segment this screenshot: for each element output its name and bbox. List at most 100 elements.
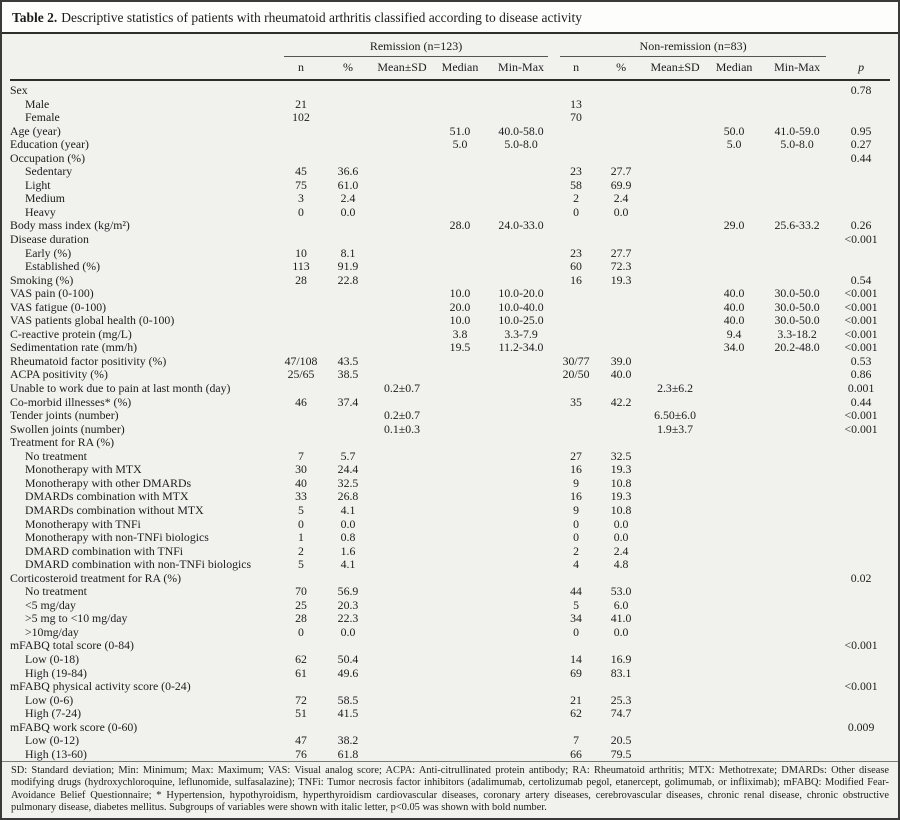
cell-value: 0.0 — [340, 625, 356, 639]
cell-value: 32.5 — [337, 476, 359, 490]
table-row: Heavy 0 0.0 0 0.0 — [10, 206, 890, 220]
cell-value — [706, 734, 762, 748]
cell-value: 50.4 — [337, 652, 359, 666]
cell-value — [372, 490, 432, 504]
row-label: mFABQ total score (0-84) — [10, 639, 134, 653]
cell-value: 61.8 — [337, 747, 359, 761]
p-value — [832, 111, 890, 125]
cell-value — [372, 667, 432, 681]
cell-value — [644, 260, 706, 274]
cell-value — [324, 125, 372, 139]
cell-value — [762, 382, 832, 396]
cell-value — [598, 721, 644, 735]
cell-value — [762, 111, 832, 125]
p-value: <0.001 — [844, 233, 878, 247]
cell-value: 32.5 — [610, 449, 632, 463]
cell-value — [278, 80, 324, 98]
cell-value — [432, 368, 488, 382]
cell-value — [762, 734, 832, 748]
cell-value — [644, 165, 706, 179]
cell-value: 20.2-48.0 — [774, 341, 820, 355]
cell-value: 0.0 — [613, 531, 629, 545]
cell-value — [278, 721, 324, 735]
cell-value — [432, 274, 488, 288]
row-label: Unable to work due to pain at last month… — [10, 382, 231, 396]
label-column-spacer — [10, 34, 278, 57]
cell-value — [488, 368, 554, 382]
cell-value — [488, 734, 554, 748]
cell-value — [488, 612, 554, 626]
col-header-remission-median: Median — [441, 60, 479, 74]
table-row: Sex 0.78 — [10, 80, 890, 98]
cell-value — [432, 612, 488, 626]
cell-value — [432, 165, 488, 179]
cell-value — [372, 626, 432, 640]
cell-value — [372, 748, 432, 762]
table-row: VAS fatigue (0-100) 20.0 10.0-40.0 40.0 30.0… — [10, 301, 890, 315]
cell-value — [554, 680, 598, 694]
table-row: Rheumatoid factor positivity (%) 47/108 43… — [10, 355, 890, 369]
cell-value — [554, 287, 598, 301]
row-label: <5 mg/day — [25, 598, 76, 612]
cell-value: 37.4 — [337, 395, 359, 409]
p-value: <0.001 — [844, 300, 878, 314]
cell-value — [432, 423, 488, 437]
cell-value — [432, 233, 488, 247]
table-row: mFABQ physical activity score (0-24) <0.0… — [10, 680, 890, 694]
cell-value — [644, 626, 706, 640]
table-row: Age (year) 51.0 40.0-58.0 50.0 41.0-59.0 0.95 — [10, 125, 890, 139]
cell-value — [278, 328, 324, 342]
cell-value: 24.0-33.0 — [498, 219, 544, 233]
cell-value — [762, 423, 832, 437]
cell-value — [706, 707, 762, 721]
cell-value: 10.0 — [449, 287, 471, 301]
p-value: 0.02 — [850, 571, 872, 585]
cell-value — [644, 680, 706, 694]
cell-value — [432, 260, 488, 274]
cell-value: 9 — [573, 476, 580, 490]
cell-value — [488, 450, 554, 464]
cell-value: 113 — [292, 260, 310, 274]
cell-value — [762, 504, 832, 518]
cell-value — [372, 585, 432, 599]
cell-value — [554, 382, 598, 396]
row-label: Sex — [10, 83, 28, 97]
cell-value — [432, 436, 488, 450]
p-value: <0.001 — [844, 341, 878, 355]
cell-value — [706, 721, 762, 735]
cell-value — [554, 341, 598, 355]
cell-value — [488, 504, 554, 518]
cell-value — [278, 572, 324, 586]
cell-value — [488, 247, 554, 261]
cell-value: 4 — [573, 558, 580, 572]
cell-value: 44 — [570, 585, 582, 599]
cell-value — [706, 247, 762, 261]
cell-value — [324, 233, 372, 247]
cell-value: 20/50 — [562, 368, 590, 382]
cell-value: 30/77 — [562, 354, 590, 368]
cell-value — [278, 219, 324, 233]
cell-value — [488, 355, 554, 369]
cell-value — [488, 206, 554, 220]
cell-value — [598, 138, 644, 152]
cell-value: 72 — [295, 693, 307, 707]
table-row: Monotherapy with TNFi 0 0.0 0 0.0 — [10, 518, 890, 532]
cell-value: 10.8 — [610, 476, 632, 490]
cell-value — [488, 599, 554, 613]
row-label: Body mass index (kg/m²) — [10, 219, 130, 233]
cell-value: 5.0-8.0 — [780, 138, 814, 152]
cell-value — [762, 612, 832, 626]
cell-value — [644, 341, 706, 355]
cell-value — [762, 572, 832, 586]
cell-value — [706, 653, 762, 667]
cell-value — [324, 341, 372, 355]
cell-value: 4.1 — [340, 503, 356, 517]
p-value — [832, 707, 890, 721]
row-label: Light — [25, 178, 51, 192]
table-row: mFABQ work score (0-60) 0.009 — [10, 721, 890, 735]
cell-value — [644, 450, 706, 464]
row-label: VAS fatigue (0-100) — [10, 300, 107, 314]
cell-value — [706, 274, 762, 288]
cell-value: 9.4 — [726, 327, 742, 341]
cell-value — [432, 206, 488, 220]
